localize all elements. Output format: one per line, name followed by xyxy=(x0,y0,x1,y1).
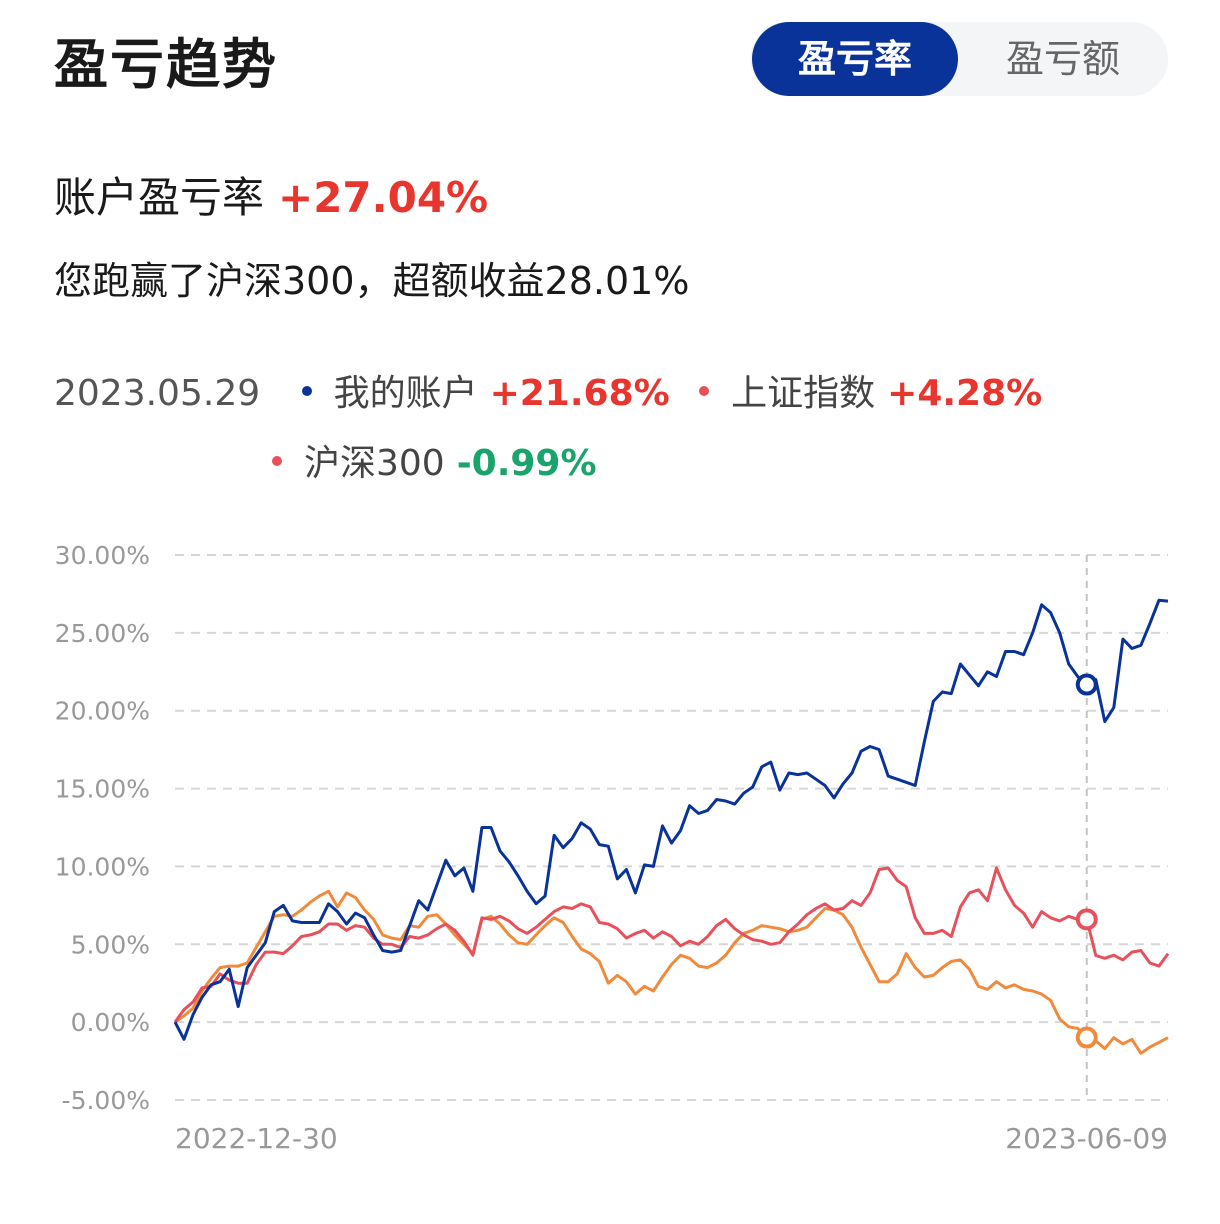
y-tick-label: 0.00% xyxy=(71,1008,150,1037)
x-tick-label: 2023-06-09 xyxy=(1005,1122,1168,1155)
cursor-marker xyxy=(1075,1026,1098,1049)
y-tick-label: -5.00% xyxy=(62,1086,150,1115)
tooltip-row-1: 2023.05.29 我的账户 +21.68% 上证指数 +4.28% xyxy=(54,364,1060,416)
tab-profit-rate[interactable]: 盈亏率 xyxy=(752,22,958,96)
series-line xyxy=(173,598,1169,1041)
legend-dot-sse xyxy=(699,386,710,396)
cursor-marker xyxy=(1075,673,1098,696)
y-tick-label: 20.00% xyxy=(55,697,150,726)
legend-item-sse: 上证指数 +4.28% xyxy=(699,364,1042,416)
y-tick-label: 10.00% xyxy=(55,852,150,881)
legend-label-account: 我的账户 xyxy=(333,373,478,414)
y-tick-label: 15.00% xyxy=(55,775,150,804)
tooltip-row-2: 沪深300 -0.99% xyxy=(272,434,615,486)
legend-dot-account xyxy=(301,386,312,396)
benchmark-note: 您跑赢了沪深300，超额收益28.01% xyxy=(54,259,690,303)
legend-item-csi300: 沪深300 -0.99% xyxy=(272,434,597,486)
series-line xyxy=(174,889,1169,1055)
y-tick-label: 25.00% xyxy=(55,619,150,648)
tooltip-date: 2023.05.29 xyxy=(54,373,261,414)
legend-value-sse: +4.28% xyxy=(887,373,1043,414)
account-rate-summary: 账户盈亏率 +27.04% xyxy=(54,164,488,225)
legend-dot-csi300 xyxy=(272,456,282,466)
legend-value-csi300: -0.99% xyxy=(456,443,597,484)
legend-item-account: 我的账户 +21.68% xyxy=(301,364,670,416)
y-tick-label: 30.00% xyxy=(55,541,150,570)
account-rate-label: 账户盈亏率 xyxy=(54,173,265,222)
page-title: 盈亏趋势 xyxy=(54,33,278,96)
legend-label-sse: 上证指数 xyxy=(731,373,876,414)
cursor-marker xyxy=(1075,908,1098,931)
series-line xyxy=(173,866,1170,1023)
account-rate-value: +27.04% xyxy=(278,173,489,222)
legend-label-csi300: 沪深300 xyxy=(304,443,445,484)
legend-value-account: +21.68% xyxy=(489,373,670,414)
x-tick-label: 2022-12-30 xyxy=(175,1122,338,1155)
metric-toggle: 盈亏率 盈亏额 xyxy=(750,22,1168,96)
tab-profit-amount[interactable]: 盈亏额 xyxy=(1005,37,1120,81)
y-tick-label: 5.00% xyxy=(71,930,150,959)
